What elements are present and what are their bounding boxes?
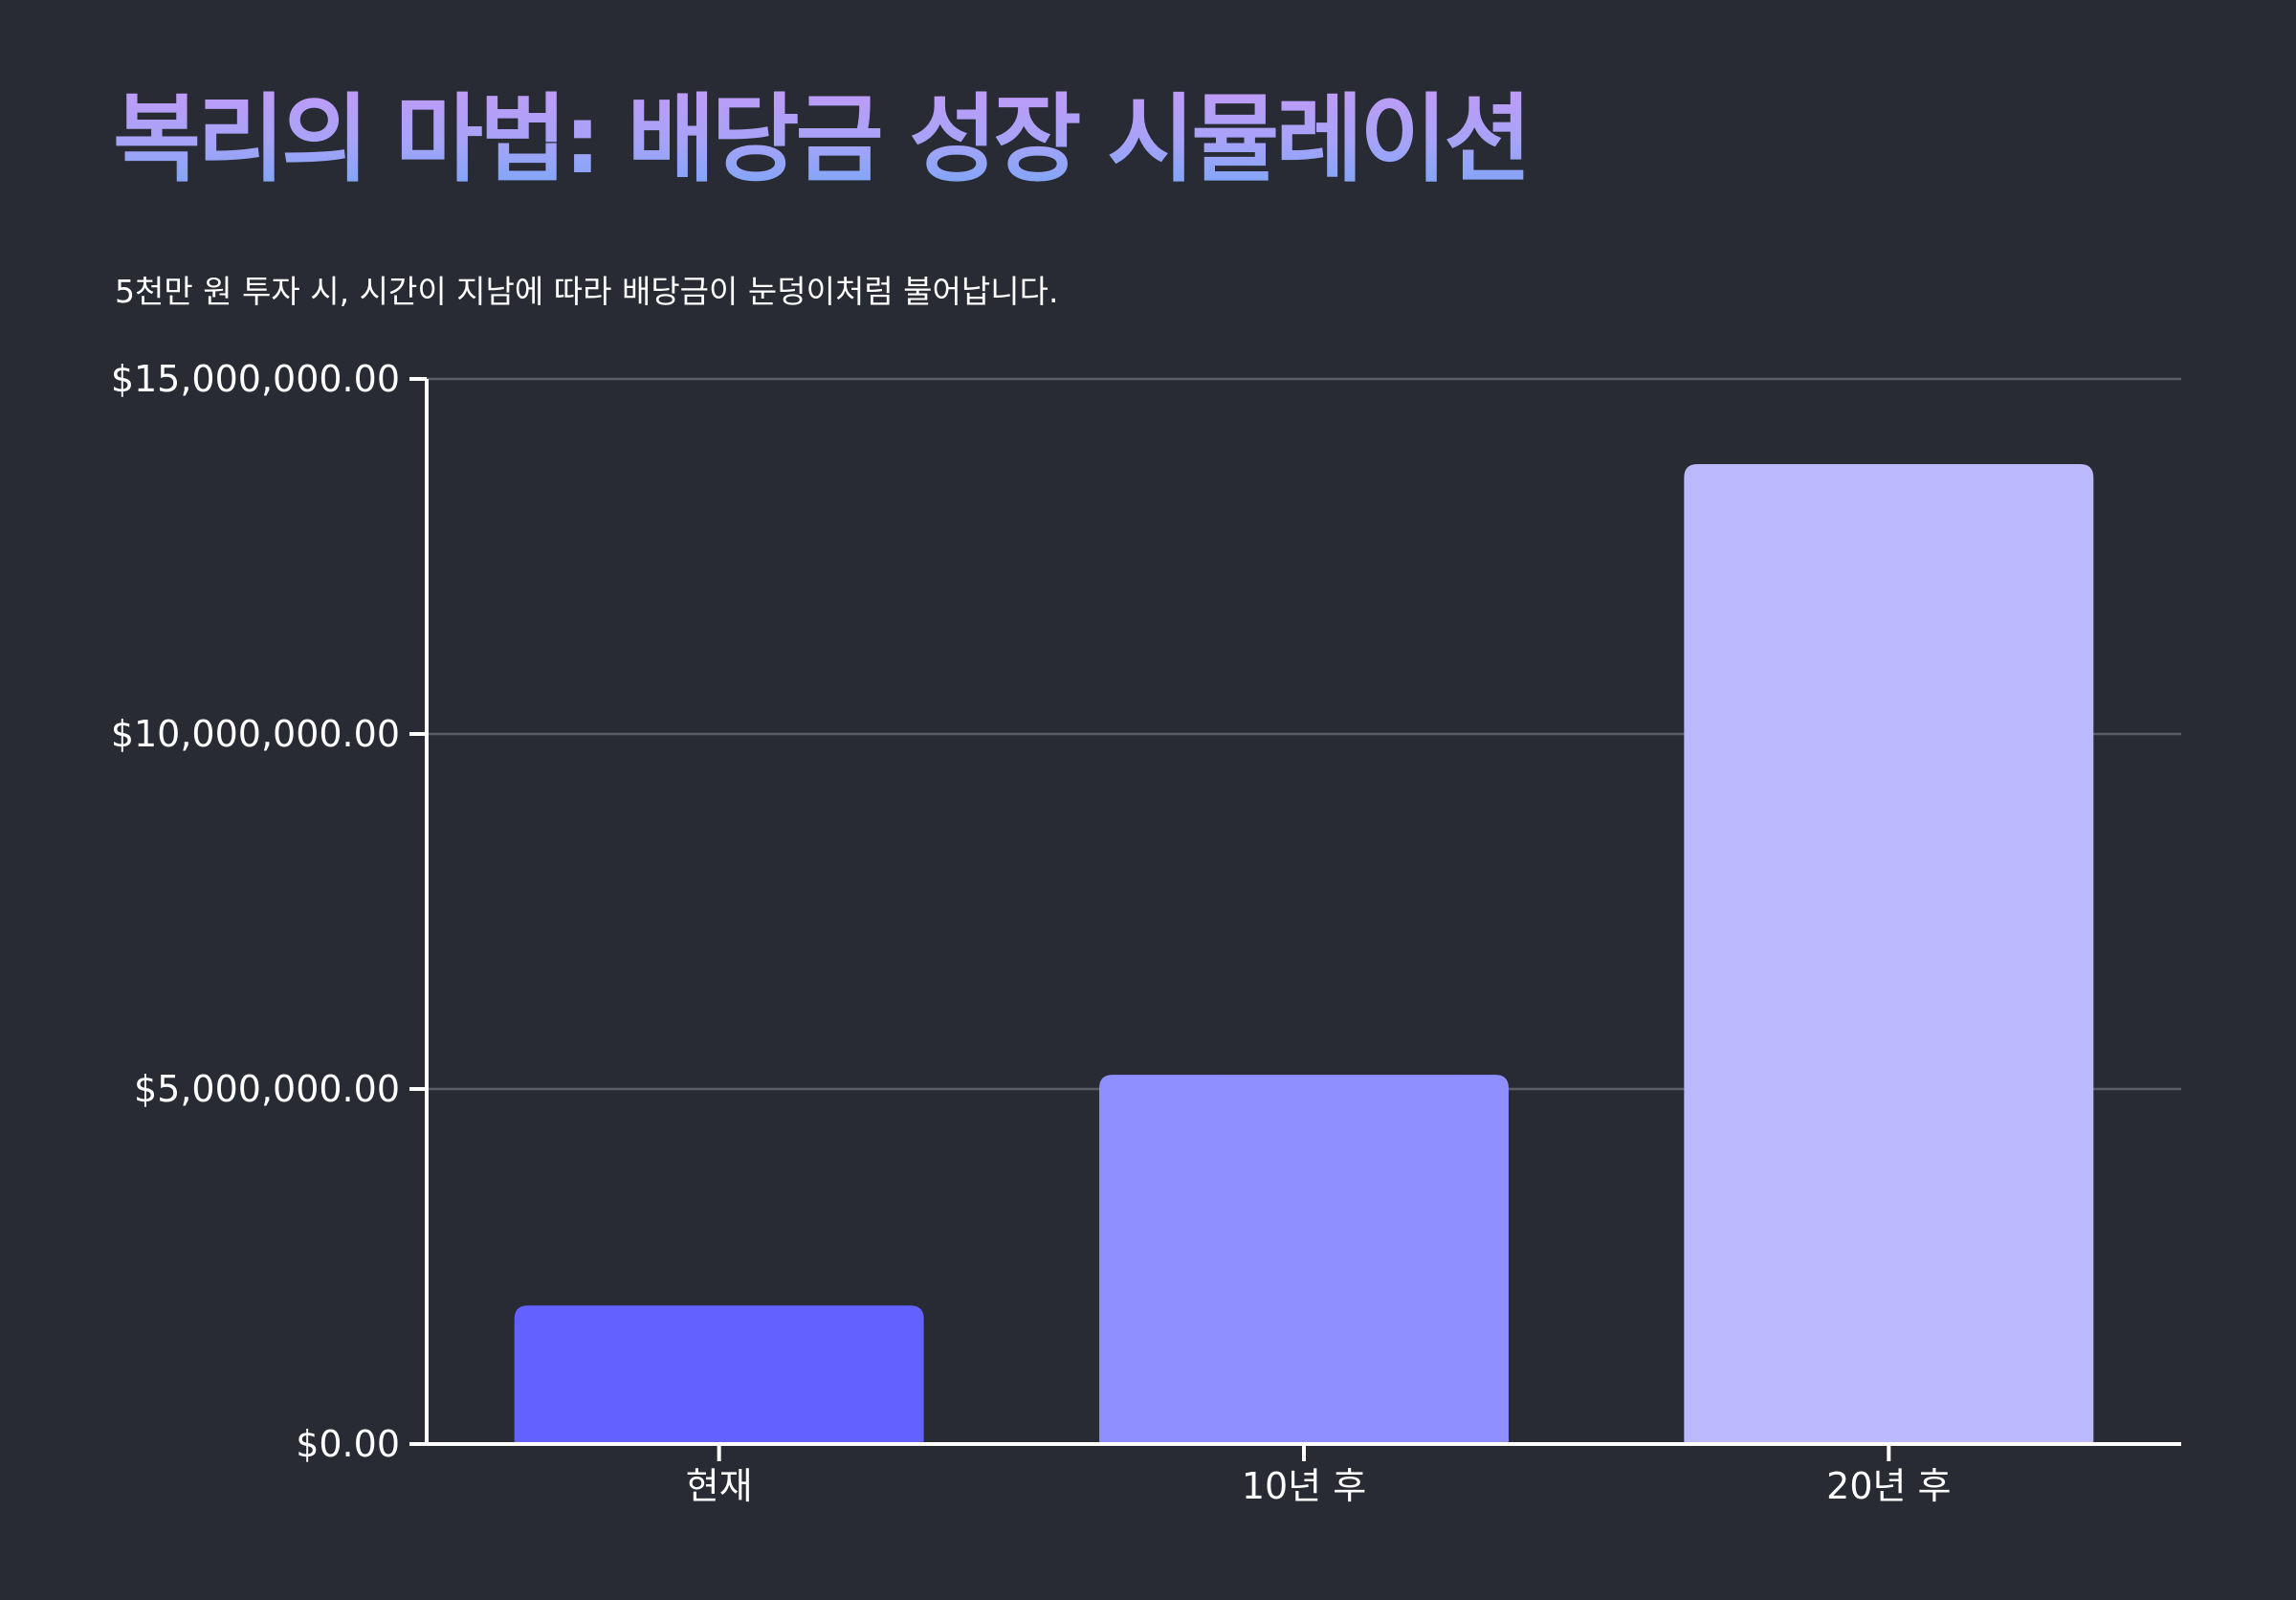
y-tick-label: $0.00 [296, 1423, 400, 1465]
y-tick-label: $15,000,000.00 [111, 358, 400, 400]
bars [514, 464, 2094, 1444]
labels: $0.00 $5,000,000.00 $10,000,000.00 $15,000,… [111, 358, 1952, 1507]
y-tick-label: $10,000,000.00 [111, 713, 400, 755]
chart-subtitle: 5천만 원 투자 시, 시간이 지남에 따라 배당금이 눈덩이처럼 불어납니다. [115, 273, 1059, 310]
bar-2 [1099, 1075, 1509, 1444]
chart-title: 복리의 마법: 배당금 성장 시뮬레이션 [113, 83, 1532, 195]
axes [409, 377, 2181, 1461]
y-tick-label: $5,000,000.00 [134, 1068, 400, 1110]
x-tick-label: 20년 후 [1826, 1465, 1951, 1507]
x-tick-label: 10년 후 [1242, 1465, 1366, 1507]
x-tick-label: 현재 [686, 1465, 753, 1507]
bar-1 [514, 1305, 924, 1444]
bar-3 [1684, 464, 2094, 1444]
